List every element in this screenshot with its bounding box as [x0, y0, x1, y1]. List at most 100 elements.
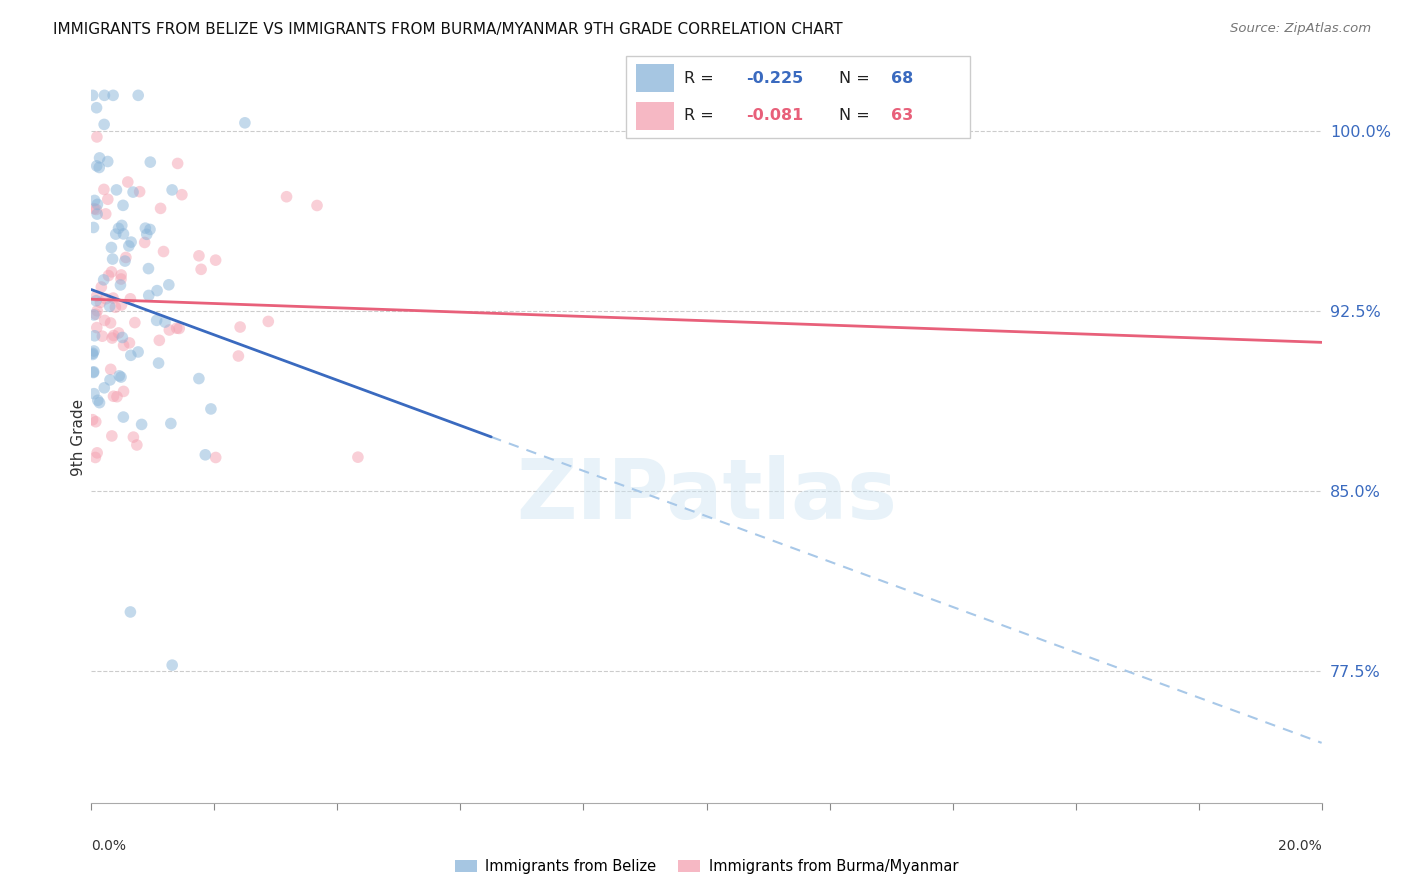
Point	[187, 371, 209, 385]
Point	[82, 88, 104, 103]
Point	[138, 261, 160, 276]
Point	[120, 348, 142, 362]
Point	[139, 222, 162, 236]
Point	[83, 343, 105, 358]
Point	[111, 330, 134, 344]
Point	[139, 155, 162, 169]
Point	[83, 308, 105, 322]
Point	[166, 156, 188, 170]
Point	[90, 280, 112, 294]
Point	[204, 253, 226, 268]
Point	[98, 373, 121, 387]
Point	[153, 315, 176, 329]
Point	[200, 401, 222, 416]
Point	[103, 389, 125, 403]
Point	[104, 227, 127, 241]
Point	[93, 117, 115, 131]
Text: N =: N =	[839, 70, 875, 86]
FancyBboxPatch shape	[636, 64, 673, 92]
Point	[167, 321, 190, 335]
Point	[228, 349, 250, 363]
Point	[157, 277, 180, 292]
Text: Source: ZipAtlas.com: Source: ZipAtlas.com	[1230, 22, 1371, 36]
Point	[82, 346, 104, 360]
Point	[83, 194, 105, 208]
Point	[100, 265, 122, 279]
Text: R =: R =	[685, 108, 718, 123]
Point	[134, 221, 156, 235]
Point	[84, 307, 107, 321]
Point	[111, 198, 134, 212]
Point	[82, 413, 104, 427]
Point	[101, 331, 124, 345]
Point	[110, 277, 132, 292]
Point	[84, 450, 107, 465]
Point	[86, 320, 108, 334]
Point	[112, 338, 135, 352]
Point	[149, 202, 172, 216]
Point	[86, 289, 108, 303]
Point	[110, 268, 132, 282]
Point	[120, 292, 142, 306]
Point	[194, 448, 217, 462]
Point	[97, 154, 120, 169]
Point	[93, 182, 115, 196]
Point	[112, 227, 135, 241]
Point	[101, 252, 124, 266]
Point	[82, 366, 104, 380]
Point	[97, 268, 120, 283]
Point	[103, 328, 125, 343]
Point	[122, 185, 145, 199]
Point	[131, 417, 153, 432]
Point	[276, 190, 298, 204]
Point	[101, 291, 124, 305]
Point	[104, 300, 127, 314]
Point	[83, 365, 105, 379]
Point	[118, 239, 141, 253]
Point	[100, 316, 122, 330]
Point	[84, 415, 107, 429]
Point	[100, 362, 122, 376]
Point	[233, 116, 256, 130]
Point	[124, 316, 146, 330]
Text: 0.0%: 0.0%	[91, 839, 127, 853]
Point	[105, 390, 128, 404]
Point	[170, 187, 193, 202]
Point	[98, 299, 121, 313]
Point	[148, 356, 170, 370]
Point	[257, 314, 280, 328]
Text: 20.0%: 20.0%	[1278, 839, 1322, 853]
Point	[86, 159, 108, 173]
FancyBboxPatch shape	[636, 103, 673, 130]
Point	[229, 320, 252, 334]
Point	[101, 429, 124, 443]
Point	[118, 335, 141, 350]
Point	[107, 221, 129, 235]
Point	[105, 183, 128, 197]
Point	[86, 101, 108, 115]
Point	[110, 298, 132, 312]
Text: IMMIGRANTS FROM BELIZE VS IMMIGRANTS FROM BURMA/MYANMAR 9TH GRADE CORRELATION CH: IMMIGRANTS FROM BELIZE VS IMMIGRANTS FRO…	[53, 22, 844, 37]
Point	[122, 430, 145, 444]
Point	[108, 368, 131, 383]
Point	[110, 272, 132, 286]
Point	[190, 262, 212, 277]
Point	[86, 197, 108, 211]
Point	[115, 251, 138, 265]
Point	[82, 220, 104, 235]
Point	[93, 273, 115, 287]
Text: -0.081: -0.081	[747, 108, 803, 123]
Point	[84, 293, 107, 308]
Point	[97, 192, 120, 206]
Point	[114, 254, 136, 268]
Point	[82, 347, 104, 361]
Point	[101, 88, 124, 103]
Point	[120, 235, 142, 249]
Point	[128, 185, 150, 199]
Point	[112, 410, 135, 425]
Point	[204, 450, 226, 465]
Point	[188, 249, 211, 263]
Point	[305, 198, 328, 212]
Point	[93, 88, 115, 103]
Point	[87, 393, 110, 408]
